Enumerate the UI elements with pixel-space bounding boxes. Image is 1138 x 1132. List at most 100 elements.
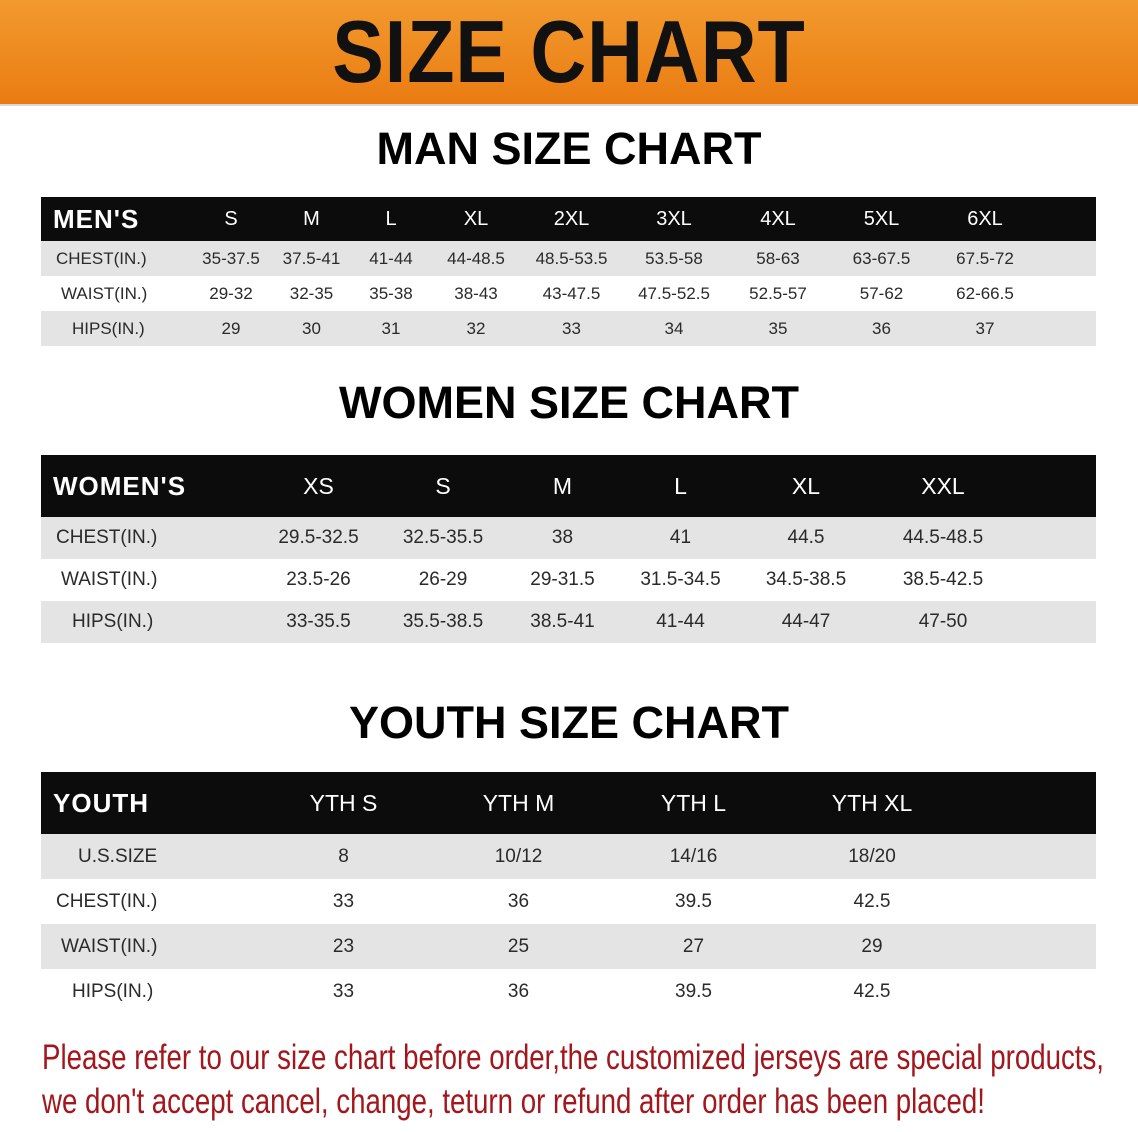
measurement-cell: 41	[621, 517, 740, 559]
measurement-cell: 44-47	[740, 601, 872, 643]
measurement-cell: 25	[432, 924, 605, 969]
row-label: U.S.SIZE	[41, 834, 255, 879]
row-spacer	[962, 879, 1096, 924]
size-header: L	[351, 197, 431, 241]
men-size-table: MEN'S S M L XL 2XL 3XL 4XL 5XL 6XL CHEST(IN.) 35-3…	[41, 197, 1096, 346]
row-spacer	[1037, 241, 1096, 276]
measurement-cell: 26-29	[382, 559, 504, 601]
size-header: 6XL	[933, 197, 1037, 241]
row-label: HIPS(IN.)	[41, 601, 255, 643]
measurement-cell: 23.5-26	[255, 559, 382, 601]
header-spacer	[1037, 197, 1096, 241]
measurement-cell: 39.5	[605, 969, 782, 1014]
measurement-cell: 41-44	[351, 241, 431, 276]
notice-line-2: we don't accept cancel, change, teturn o…	[42, 1082, 985, 1121]
measurement-cell: 47.5-52.5	[622, 276, 726, 311]
notice-line-1: Please refer to our size chart before or…	[42, 1038, 1104, 1077]
measurement-cell: 63-67.5	[830, 241, 933, 276]
measurement-cell: 38.5-42.5	[872, 559, 1014, 601]
row-spacer	[1037, 311, 1096, 346]
youth-size-table: YOUTH YTH S YTH M YTH L YTH XL U.S.SIZE 8 10/1…	[41, 772, 1096, 1014]
measurement-cell: 33-35.5	[255, 601, 382, 643]
men-section-title: MAN SIZE CHART	[376, 123, 762, 174]
row-spacer	[962, 969, 1096, 1014]
size-header: 4XL	[726, 197, 830, 241]
table-row: CHEST(IN.) 29.5-32.5 32.5-35.5 38 41 44.5 44.5…	[41, 517, 1096, 559]
banner-title: SIZE CHART	[332, 2, 806, 101]
measurement-cell: 39.5	[605, 879, 782, 924]
table-row: CHEST(IN.) 35-37.5 37.5-41 41-44 44-48.5 48.5…	[41, 241, 1096, 276]
size-header: M	[272, 197, 351, 241]
measurement-cell: 29	[782, 924, 962, 969]
youth-section-title: YOUTH SIZE CHART	[348, 697, 789, 748]
size-header: YTH L	[605, 772, 782, 834]
size-header: XS	[255, 455, 382, 517]
measurement-cell: 44.5-48.5	[872, 517, 1014, 559]
row-spacer	[962, 924, 1096, 969]
measurement-cell: 33	[255, 969, 432, 1014]
row-label: HIPS(IN.)	[41, 311, 190, 346]
measurement-cell: 38	[504, 517, 621, 559]
measurement-cell: 37.5-41	[272, 241, 351, 276]
measurement-cell: 35	[726, 311, 830, 346]
measurement-cell: 29-32	[190, 276, 272, 311]
size-header: XXL	[872, 455, 1014, 517]
measurement-cell: 58-63	[726, 241, 830, 276]
row-label: WAIST(IN.)	[41, 924, 255, 969]
row-spacer	[962, 834, 1096, 879]
measurement-cell: 23	[255, 924, 432, 969]
measurement-cell: 33	[521, 311, 622, 346]
measurement-cell: 42.5	[782, 879, 962, 924]
size-header: 2XL	[521, 197, 622, 241]
measurement-cell: 42.5	[782, 969, 962, 1014]
size-header: S	[190, 197, 272, 241]
table-row: HIPS(IN.) 29 30 31 32 33 34 35 36 37	[41, 311, 1096, 346]
header-spacer	[1014, 455, 1096, 517]
women-header-label: WOMEN'S	[41, 455, 255, 517]
measurement-cell: 34	[622, 311, 726, 346]
size-header: L	[621, 455, 740, 517]
table-row: U.S.SIZE 8 10/12 14/16 18/20	[41, 834, 1096, 879]
row-label: WAIST(IN.)	[41, 559, 255, 601]
measurement-cell: 31.5-34.5	[621, 559, 740, 601]
men-header-row: MEN'S S M L XL 2XL 3XL 4XL 5XL 6XL	[41, 197, 1096, 241]
measurement-cell: 32	[431, 311, 521, 346]
size-header: S	[382, 455, 504, 517]
measurement-cell: 52.5-57	[726, 276, 830, 311]
measurement-cell: 14/16	[605, 834, 782, 879]
table-row: WAIST(IN.) 29-32 32-35 35-38 38-43 43-47.5 47.…	[41, 276, 1096, 311]
measurement-cell: 38-43	[431, 276, 521, 311]
measurement-cell: 48.5-53.5	[521, 241, 622, 276]
women-section-title: WOMEN SIZE CHART	[339, 377, 799, 428]
size-header: XL	[740, 455, 872, 517]
women-size-table: WOMEN'S XS S M L XL XXL CHEST(IN.) 29.5-32.5 32.…	[41, 455, 1096, 643]
measurement-cell: 36	[432, 879, 605, 924]
measurement-cell: 34.5-38.5	[740, 559, 872, 601]
row-label: WAIST(IN.)	[41, 276, 190, 311]
measurement-cell: 44-48.5	[431, 241, 521, 276]
header-spacer	[962, 772, 1096, 834]
men-header-label: MEN'S	[41, 197, 190, 241]
measurement-cell: 32-35	[272, 276, 351, 311]
measurement-cell: 53.5-58	[622, 241, 726, 276]
measurement-cell: 33	[255, 879, 432, 924]
measurement-cell: 29.5-32.5	[255, 517, 382, 559]
measurement-cell: 29	[190, 311, 272, 346]
measurement-cell: 47-50	[872, 601, 1014, 643]
measurement-cell: 57-62	[830, 276, 933, 311]
size-header: 3XL	[622, 197, 726, 241]
table-row: WAIST(IN.) 23.5-26 26-29 29-31.5 31.5-34.5 34…	[41, 559, 1096, 601]
measurement-cell: 32.5-35.5	[382, 517, 504, 559]
size-header: XL	[431, 197, 521, 241]
row-label: HIPS(IN.)	[41, 969, 255, 1014]
title-banner: SIZE CHART	[0, 0, 1138, 106]
measurement-cell: 36	[830, 311, 933, 346]
measurement-cell: 67.5-72	[933, 241, 1037, 276]
measurement-cell: 36	[432, 969, 605, 1014]
measurement-cell: 30	[272, 311, 351, 346]
measurement-cell: 31	[351, 311, 431, 346]
measurement-cell: 29-31.5	[504, 559, 621, 601]
row-spacer	[1014, 517, 1096, 559]
table-row: WAIST(IN.) 23 25 27 29	[41, 924, 1096, 969]
youth-header-row: YOUTH YTH S YTH M YTH L YTH XL	[41, 772, 1096, 834]
